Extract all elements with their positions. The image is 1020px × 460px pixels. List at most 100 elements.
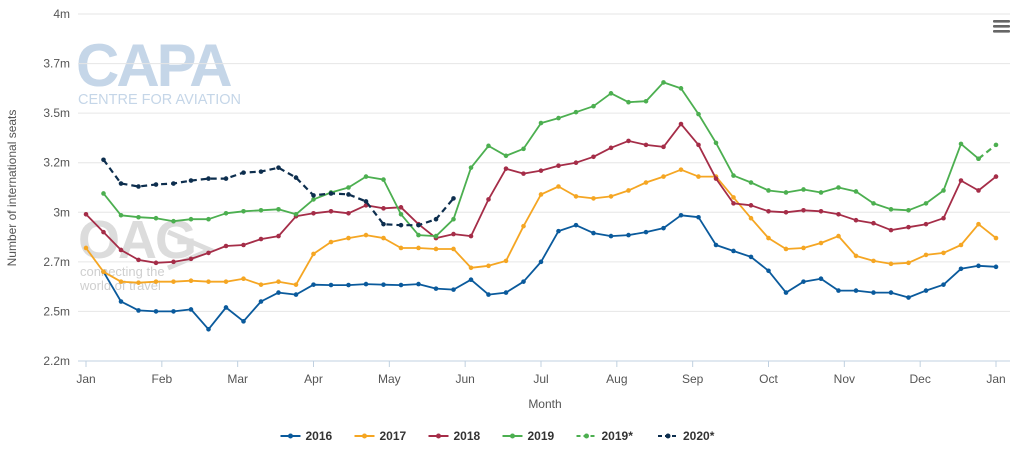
data-point[interactable] xyxy=(801,279,806,284)
data-point[interactable] xyxy=(188,278,194,283)
data-point[interactable] xyxy=(101,157,106,163)
data-point[interactable] xyxy=(398,245,404,251)
data-point[interactable] xyxy=(521,171,526,176)
data-point[interactable] xyxy=(328,239,334,245)
data-point[interactable] xyxy=(153,309,159,314)
data-point[interactable] xyxy=(871,290,876,295)
data-point[interactable] xyxy=(678,86,684,91)
data-point[interactable] xyxy=(678,167,684,172)
data-point[interactable] xyxy=(188,307,194,312)
legend-item-2016[interactable]: 2016 xyxy=(280,429,333,443)
data-point[interactable] xyxy=(538,120,544,126)
data-point[interactable] xyxy=(556,163,561,168)
data-point[interactable] xyxy=(661,174,666,179)
data-point[interactable] xyxy=(993,174,999,179)
data-point[interactable] xyxy=(801,245,806,251)
data-point[interactable] xyxy=(871,201,876,206)
data-point[interactable] xyxy=(906,295,911,300)
data-point[interactable] xyxy=(993,235,999,241)
data-point[interactable] xyxy=(538,259,544,265)
data-point[interactable] xyxy=(871,220,876,226)
data-point[interactable] xyxy=(521,223,526,229)
data-point[interactable] xyxy=(136,257,141,263)
data-point[interactable] xyxy=(311,282,316,287)
data-point[interactable] xyxy=(153,215,159,221)
data-point[interactable] xyxy=(818,276,824,282)
data-point[interactable] xyxy=(521,279,526,284)
data-point[interactable] xyxy=(923,221,929,227)
data-point[interactable] xyxy=(433,246,439,252)
data-point[interactable] xyxy=(363,199,369,204)
data-point[interactable] xyxy=(206,250,211,256)
data-point[interactable] xyxy=(451,196,456,201)
data-point[interactable] xyxy=(573,109,579,115)
data-point[interactable] xyxy=(556,228,561,234)
data-point[interactable] xyxy=(836,288,841,293)
data-point[interactable] xyxy=(766,268,771,274)
data-point[interactable] xyxy=(223,243,229,249)
data-point[interactable] xyxy=(398,222,404,228)
data-point[interactable] xyxy=(363,232,369,238)
data-point[interactable] xyxy=(136,214,141,220)
data-point[interactable] xyxy=(83,211,89,217)
data-point[interactable] xyxy=(661,80,666,85)
data-point[interactable] xyxy=(976,156,981,162)
data-point[interactable] xyxy=(188,216,194,222)
data-point[interactable] xyxy=(101,191,106,196)
data-point[interactable] xyxy=(801,208,806,213)
data-point[interactable] xyxy=(713,176,719,181)
data-point[interactable] xyxy=(696,214,701,220)
data-point[interactable] xyxy=(416,232,421,238)
data-point[interactable] xyxy=(206,176,211,181)
data-point[interactable] xyxy=(171,218,176,224)
data-point[interactable] xyxy=(311,210,316,216)
data-point[interactable] xyxy=(818,190,824,195)
data-point[interactable] xyxy=(591,230,596,236)
data-point[interactable] xyxy=(766,208,771,214)
data-point[interactable] xyxy=(993,264,999,270)
data-point[interactable] xyxy=(906,260,911,266)
data-point[interactable] xyxy=(206,279,211,284)
data-point[interactable] xyxy=(486,197,491,202)
data-point[interactable] xyxy=(363,174,369,179)
data-point[interactable] xyxy=(363,281,369,287)
data-point[interactable] xyxy=(346,192,351,197)
data-point[interactable] xyxy=(118,247,124,253)
data-point[interactable] xyxy=(678,212,684,218)
data-point[interactable] xyxy=(871,258,876,264)
data-point[interactable] xyxy=(941,215,946,221)
data-point[interactable] xyxy=(521,146,526,152)
legend-item-2019-star[interactable]: 2019* xyxy=(576,429,634,443)
data-point[interactable] xyxy=(381,282,386,287)
data-point[interactable] xyxy=(923,288,929,293)
data-point[interactable] xyxy=(941,188,946,193)
data-point[interactable] xyxy=(573,222,579,228)
data-point[interactable] xyxy=(556,184,561,189)
data-point[interactable] xyxy=(731,195,736,200)
data-point[interactable] xyxy=(258,282,264,287)
data-point[interactable] xyxy=(713,242,719,248)
data-point[interactable] xyxy=(258,236,264,242)
data-point[interactable] xyxy=(748,215,754,221)
data-point[interactable] xyxy=(206,216,211,222)
data-point[interactable] xyxy=(241,276,246,282)
data-point[interactable] xyxy=(941,250,946,256)
data-point[interactable] xyxy=(853,288,859,293)
data-point[interactable] xyxy=(468,233,474,239)
data-point[interactable] xyxy=(346,210,351,216)
data-point[interactable] xyxy=(608,145,614,151)
data-point[interactable] xyxy=(258,299,264,304)
data-point[interactable] xyxy=(451,287,456,292)
data-point[interactable] xyxy=(503,166,509,171)
data-point[interactable] xyxy=(433,216,439,222)
data-point[interactable] xyxy=(556,115,561,121)
data-point[interactable] xyxy=(486,292,491,297)
data-point[interactable] xyxy=(433,286,439,291)
data-point[interactable] xyxy=(591,196,596,201)
data-point[interactable] xyxy=(853,217,859,223)
data-point[interactable] xyxy=(888,227,894,233)
data-point[interactable] xyxy=(888,261,894,267)
data-point[interactable] xyxy=(678,121,684,127)
data-point[interactable] xyxy=(223,305,229,310)
data-point[interactable] xyxy=(766,188,771,193)
